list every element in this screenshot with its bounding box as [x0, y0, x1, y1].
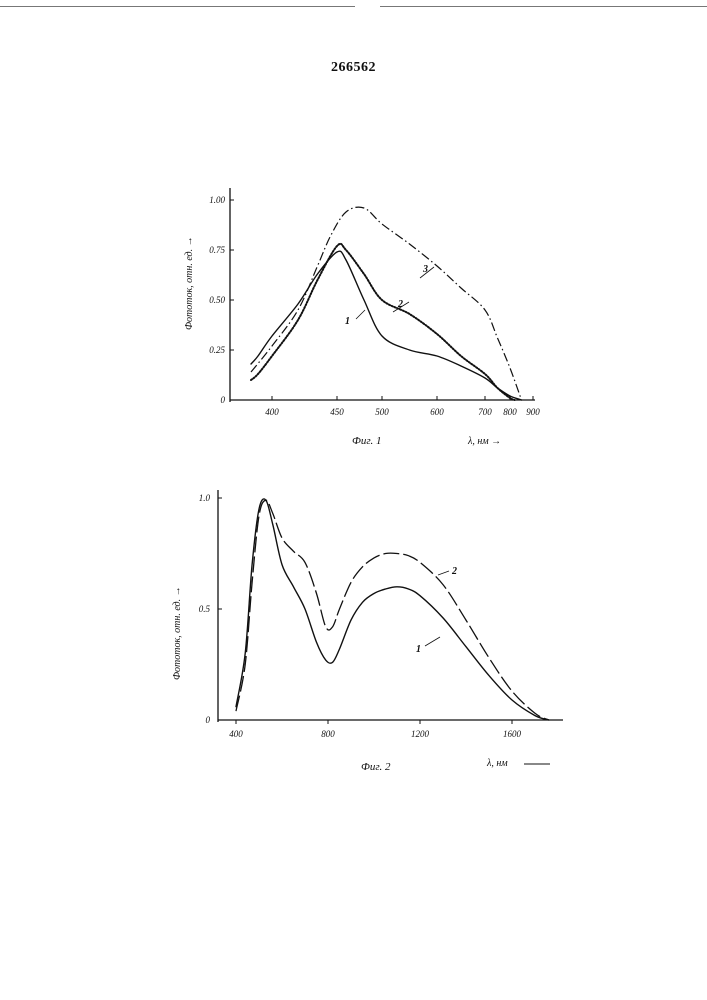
x-tick-label: 400: [229, 729, 243, 739]
x-tick-label: 1600: [503, 729, 522, 739]
x-tick-label: 1200: [411, 729, 430, 739]
curve-label-2: 2: [451, 566, 457, 577]
series-line-1: [236, 499, 549, 720]
curve-label-leader: [425, 637, 440, 646]
y-tick-label: 0: [206, 715, 211, 725]
curve-label-1: 1: [416, 644, 421, 655]
y-tick-label: 0.5: [199, 604, 211, 614]
x-tick-label: 800: [321, 729, 335, 739]
figure-caption: Фиг. 2: [361, 761, 391, 773]
y-tick-label: 1.0: [199, 493, 211, 503]
y-axis-label: Фототок, отн. ед. →: [172, 586, 183, 680]
x-axis-label: λ, нм: [486, 758, 508, 769]
figure-2-chart: 0 0.5 1.0 400 800 1200 1600 1 2 Фототок, отн. ед.…: [0, 0, 707, 800]
curve-label-leader: [438, 571, 449, 575]
series-line-2: [236, 500, 549, 720]
